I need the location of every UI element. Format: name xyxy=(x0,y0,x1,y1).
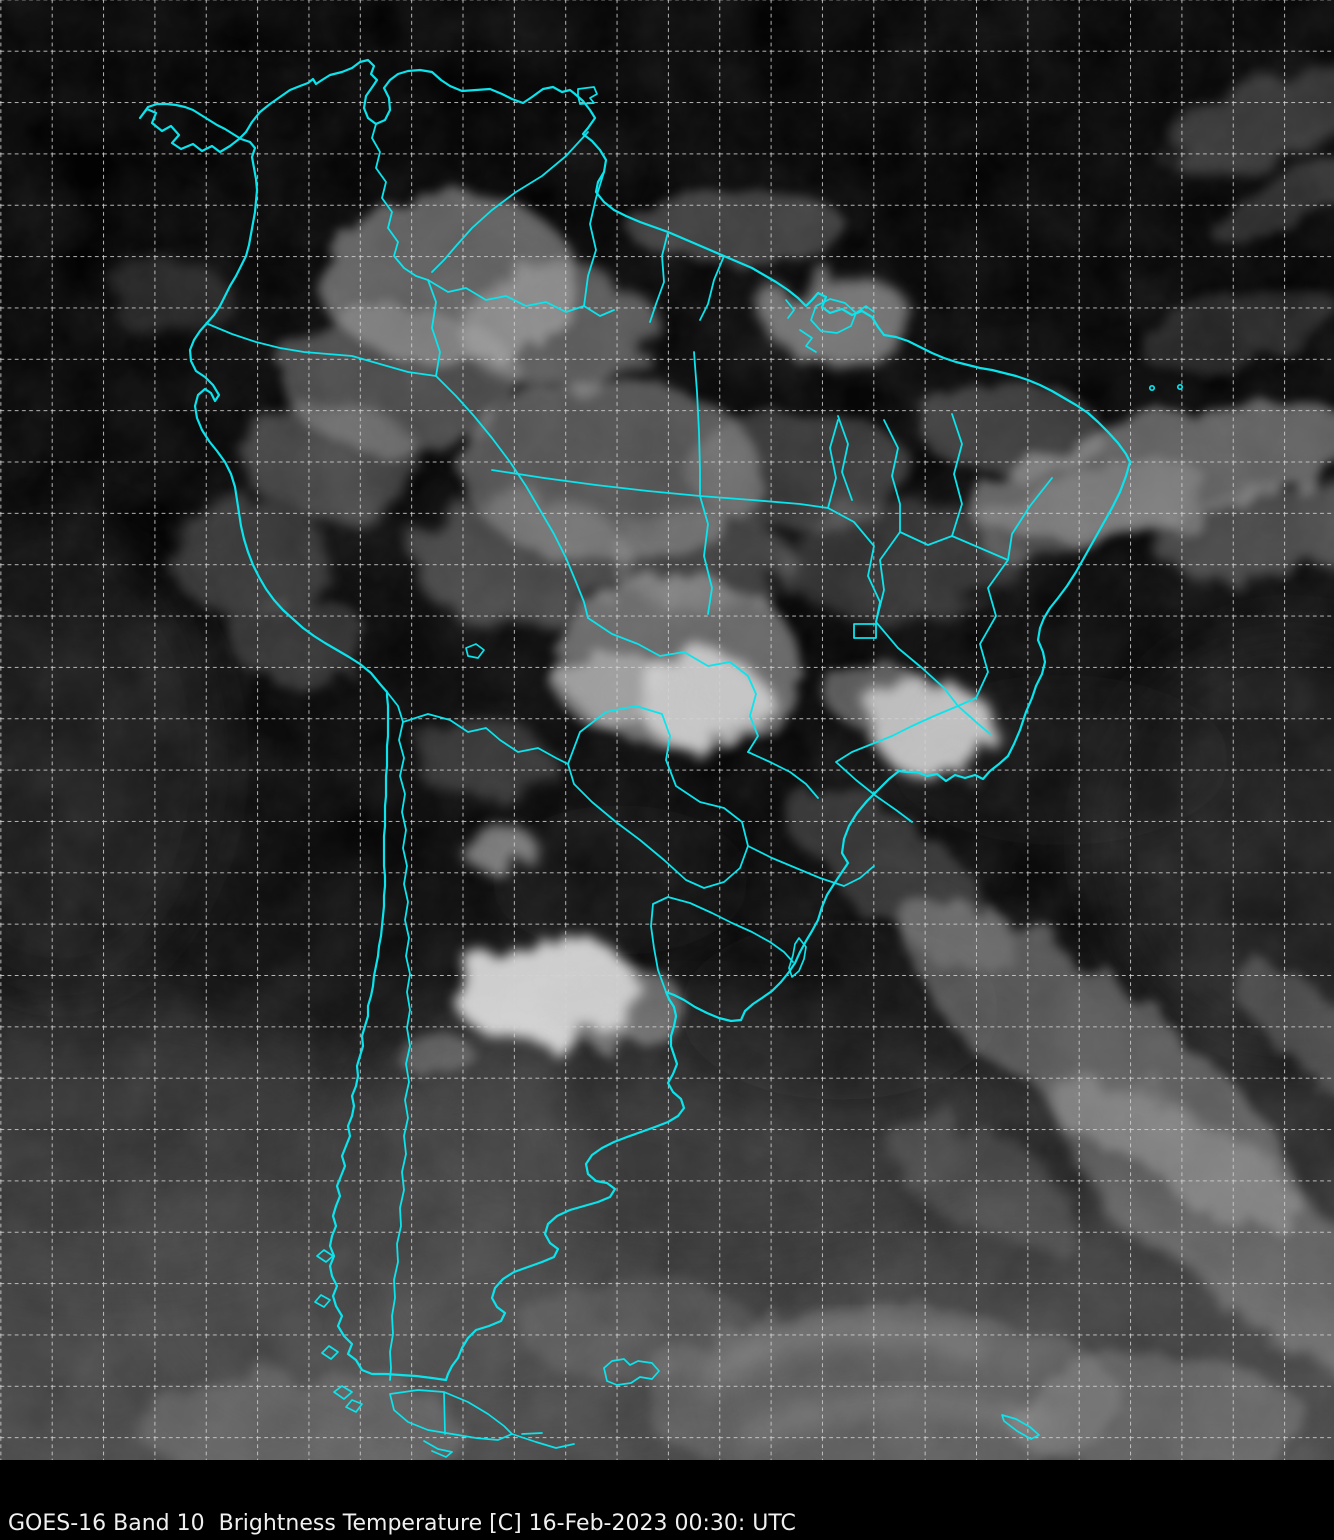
island-tierra-del-fuego xyxy=(389,1389,575,1458)
island-south-georgia xyxy=(1001,1414,1040,1440)
borders-bolivia xyxy=(402,617,759,765)
border-paraguay xyxy=(567,705,749,889)
border-brasilia-square xyxy=(853,623,877,639)
islands-chilean-fjords xyxy=(314,1249,363,1413)
rivers-amazon-mouth xyxy=(785,298,875,353)
lake-titicaca xyxy=(465,643,485,659)
satellite-map xyxy=(0,0,1334,1460)
borders-brazil-northeast-states xyxy=(835,413,1053,823)
island-dot xyxy=(1148,384,1156,392)
coastline-south-america xyxy=(138,58,1132,1382)
borders-amazon-states xyxy=(491,351,881,623)
caption-text: GOES-16 Band 10 Brightness Temperature [… xyxy=(8,1511,796,1536)
border-uruguay xyxy=(650,896,794,993)
map-borders-layer xyxy=(138,58,1184,1458)
islands-falkland xyxy=(603,1358,660,1386)
borders-parana xyxy=(747,751,875,887)
island-dot xyxy=(1176,383,1184,391)
border-andes-argentina-chile xyxy=(386,691,411,1381)
island-trinidad xyxy=(577,86,598,105)
borders-colombia-ecuador-peru xyxy=(207,279,589,619)
borders-guiana-shield xyxy=(427,171,725,323)
caption-bar: GOES-16 Band 10 Brightness Temperature [… xyxy=(0,1460,1334,1540)
border-venezuela-colombia xyxy=(371,123,429,281)
coastal-lagoon-outline xyxy=(788,937,807,978)
river-orinoco xyxy=(431,131,589,273)
